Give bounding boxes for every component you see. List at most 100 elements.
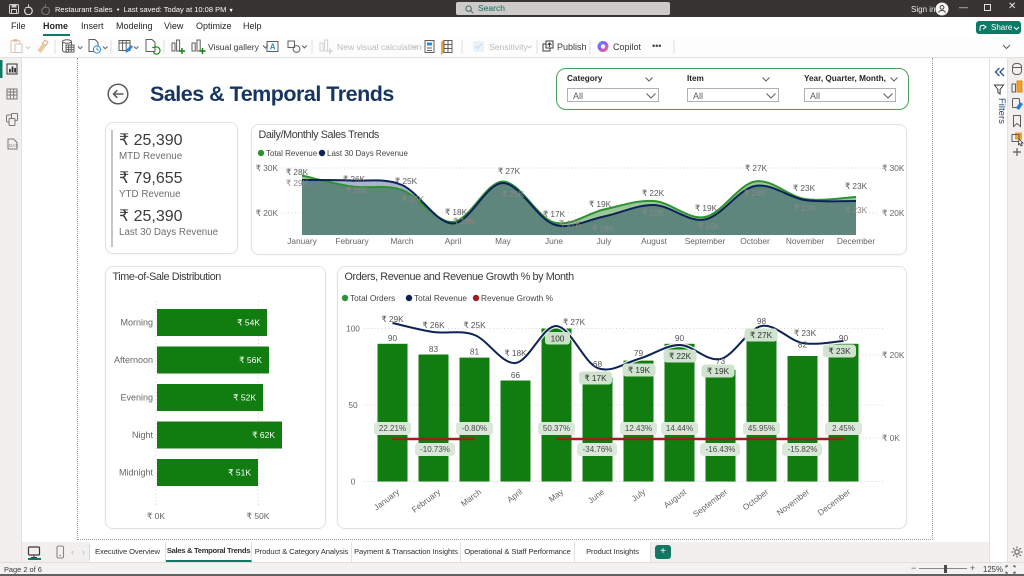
svg-text:June: June (545, 236, 563, 246)
svg-text:₹ 18K: ₹ 18K (453, 216, 476, 226)
svg-text:Copilot: Copilot (613, 42, 642, 52)
svg-text:A: A (270, 43, 276, 52)
svg-text:₹ 27K: ₹ 27K (745, 163, 768, 173)
svg-text:₹ 27K: ₹ 27K (750, 330, 773, 340)
svg-text:₹ 50K: ₹ 50K (247, 511, 270, 521)
svg-text:22.21%: 22.21% (379, 424, 406, 433)
svg-text:Afternoon: Afternoon (114, 355, 153, 365)
svg-text:New visual calculation: New visual calculation (337, 42, 422, 52)
svg-text:₹ 23K: ₹ 23K (793, 183, 816, 193)
svg-text:₹ 20K: ₹ 20K (882, 208, 905, 218)
svg-text:₹ 54K: ₹ 54K (237, 318, 260, 328)
svg-text:12.43%: 12.43% (625, 424, 652, 433)
svg-text:August: August (641, 236, 668, 246)
svg-text:June: June (586, 486, 607, 505)
svg-text:-16.43%: -16.43% (706, 445, 736, 454)
svg-text:₹ 26K: ₹ 26K (502, 189, 525, 199)
svg-text:Last 30 Days Revenue: Last 30 Days Revenue (327, 149, 408, 158)
svg-text:February: February (335, 236, 369, 246)
svg-text:79: 79 (634, 348, 644, 358)
svg-text:October: October (740, 236, 770, 246)
svg-text:₹ 56K: ₹ 56K (239, 355, 262, 365)
svg-text:₹ 25K: ₹ 25K (463, 320, 486, 330)
svg-text:2.45%: 2.45% (832, 424, 855, 433)
svg-text:₹ 18K: ₹ 18K (445, 207, 468, 217)
svg-text:98: 98 (757, 316, 767, 326)
svg-text:Evening: Evening (120, 393, 153, 403)
svg-text:Midnight: Midnight (119, 468, 154, 478)
svg-text:September: September (691, 486, 730, 519)
svg-text:Revenue Growth %: Revenue Growth % (481, 293, 554, 303)
svg-text:90: 90 (839, 333, 849, 343)
svg-text:₹ 27K: ₹ 27K (498, 166, 521, 176)
svg-text:-34.76%: -34.76% (583, 445, 613, 454)
svg-text:December: December (837, 236, 876, 246)
svg-text:₹ 25K: ₹ 25K (402, 194, 425, 204)
svg-text:May: May (495, 236, 512, 246)
svg-text:August: August (662, 486, 689, 510)
svg-text:Morning: Morning (120, 318, 153, 328)
svg-text:₹ 29K: ₹ 29K (286, 178, 309, 188)
svg-text:73: 73 (716, 356, 726, 366)
svg-text:Publish: Publish (557, 42, 587, 52)
svg-text:Night: Night (132, 430, 154, 440)
svg-text:₹ 25K: ₹ 25K (395, 176, 418, 186)
svg-text:May: May (547, 486, 566, 504)
svg-text:₹ 23K: ₹ 23K (845, 205, 868, 215)
svg-text:-0.80%: -0.80% (462, 424, 487, 433)
svg-text:₹ 23K: ₹ 23K (828, 346, 851, 356)
svg-text:100: 100 (346, 324, 360, 334)
svg-text:Filters: Filters (996, 98, 1006, 124)
svg-text:September: September (685, 236, 726, 246)
svg-text:50: 50 (348, 400, 358, 410)
svg-text:November: November (775, 486, 812, 517)
svg-text:90: 90 (388, 333, 398, 343)
svg-text:90: 90 (675, 333, 685, 343)
svg-text:83: 83 (429, 344, 439, 354)
svg-text:₹ 17K: ₹ 17K (543, 209, 566, 219)
svg-text:₹ 19K: ₹ 19K (628, 365, 651, 375)
svg-text:₹ 18K: ₹ 18K (592, 224, 615, 234)
svg-text:Total Revenue: Total Revenue (414, 293, 467, 303)
svg-text:₹ 20K: ₹ 20K (256, 208, 279, 218)
svg-text:July: July (597, 236, 613, 246)
svg-text:Total Orders: Total Orders (350, 293, 395, 303)
svg-text:March: March (390, 236, 413, 246)
svg-text:November: November (786, 236, 825, 246)
svg-text:₹ 19K: ₹ 19K (698, 221, 721, 231)
svg-text:₹ 0K: ₹ 0K (147, 511, 165, 521)
svg-text:₹ 22K: ₹ 22K (642, 188, 665, 198)
svg-text:-10.73%: -10.73% (420, 445, 450, 454)
svg-text:68: 68 (593, 359, 603, 369)
svg-text:December: December (816, 486, 853, 517)
svg-text:Sensitivity: Sensitivity (489, 42, 528, 52)
svg-text:₹ 23K: ₹ 23K (794, 328, 817, 338)
svg-text:October: October (741, 486, 771, 512)
svg-text:82: 82 (798, 340, 808, 350)
svg-text:₹ 28K: ₹ 28K (286, 167, 309, 177)
svg-text:45.95%: 45.95% (748, 424, 775, 433)
svg-text:₹ 17K: ₹ 17K (584, 373, 607, 383)
svg-text:₹ 19K: ₹ 19K (589, 199, 612, 209)
svg-text:July: July (629, 486, 647, 503)
svg-text:₹ 22K: ₹ 22K (642, 208, 665, 218)
svg-text:₹ 26K: ₹ 26K (744, 188, 767, 198)
svg-text:Visual gallery: Visual gallery (208, 42, 260, 52)
svg-text:March: March (459, 486, 484, 508)
svg-text:₹ 30K: ₹ 30K (882, 163, 905, 173)
svg-text:₹ 20K: ₹ 20K (882, 350, 905, 360)
svg-text:₹ 29K: ₹ 29K (381, 314, 404, 324)
svg-text:April: April (505, 487, 524, 505)
svg-text:₹ 19K: ₹ 19K (695, 203, 718, 213)
svg-text:₹ 22K: ₹ 22K (669, 351, 692, 361)
svg-text:66: 66 (511, 370, 521, 380)
svg-text:₹ 0K: ₹ 0K (882, 433, 900, 443)
svg-text:₹ 30K: ₹ 30K (256, 163, 279, 173)
svg-text:₹ 26K: ₹ 26K (343, 174, 366, 184)
svg-text:100: 100 (551, 334, 565, 344)
svg-text:DAX: DAX (9, 143, 18, 148)
svg-text:₹ 23K: ₹ 23K (794, 203, 817, 213)
svg-text:April: April (445, 236, 462, 246)
svg-text:Total Revenue: Total Revenue (266, 149, 318, 158)
svg-text:0: 0 (351, 477, 356, 487)
